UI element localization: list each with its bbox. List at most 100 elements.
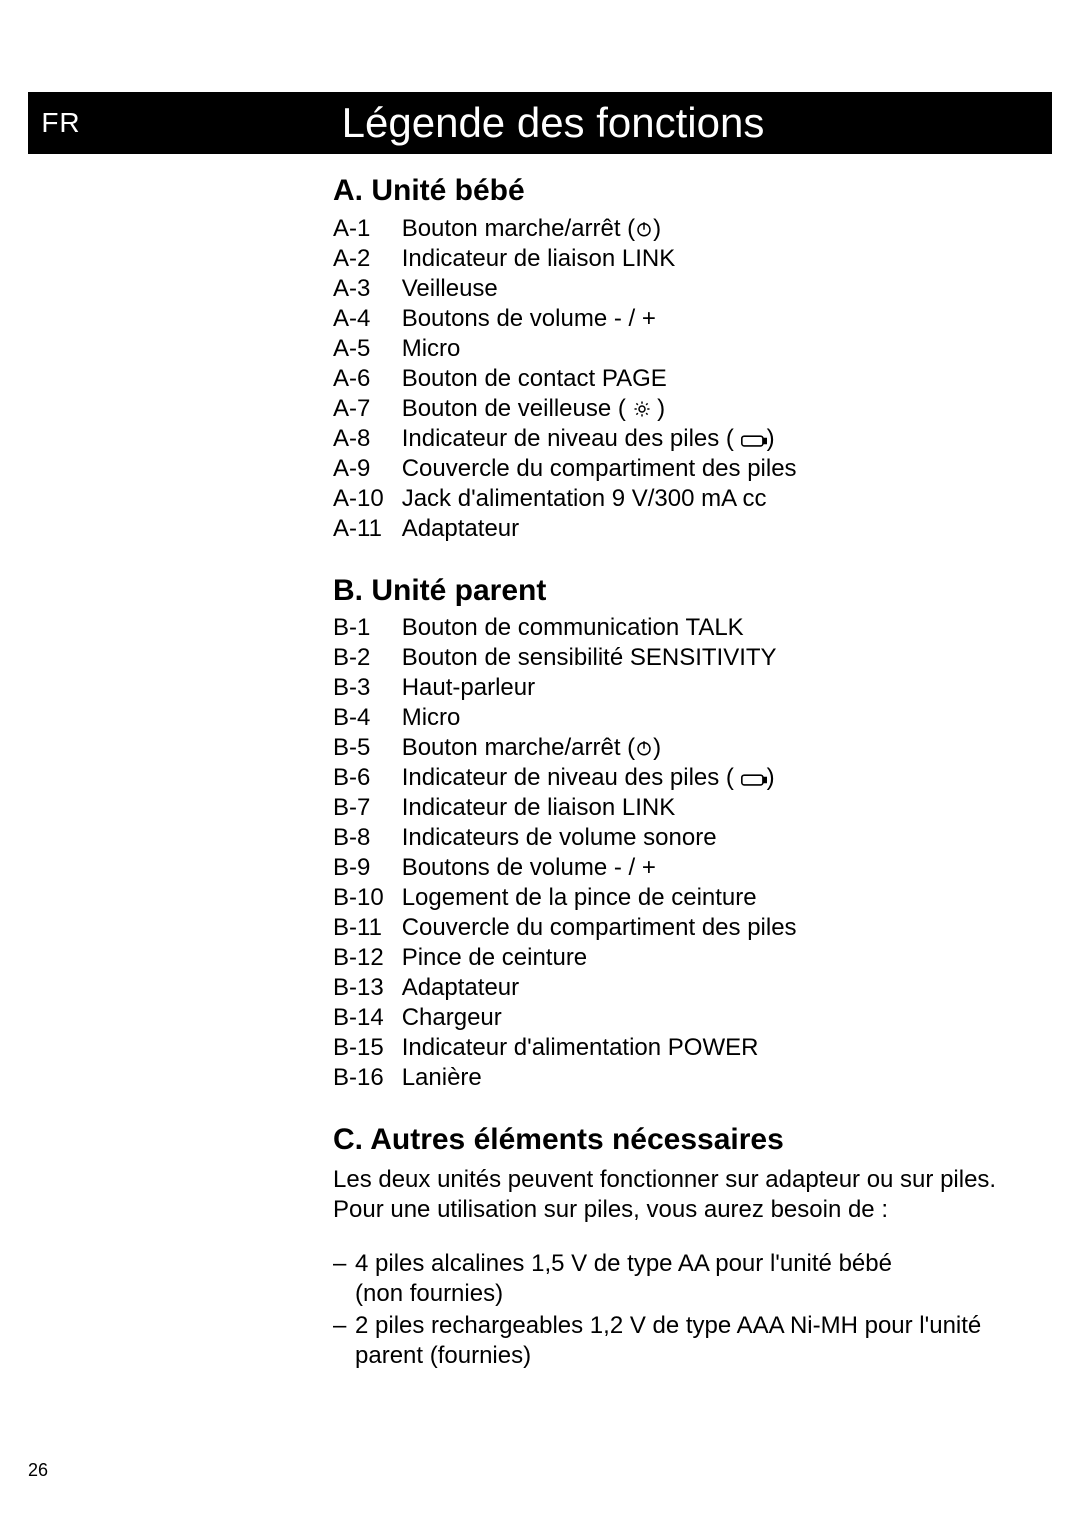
item-code: A-1 bbox=[333, 214, 402, 244]
list-item: B-5Bouton marche/arrêt () bbox=[333, 733, 797, 763]
item-code: B-2 bbox=[333, 643, 402, 673]
item-label: Bouton de contact PAGE bbox=[402, 364, 797, 394]
item-label: Bouton marche/arrêt () bbox=[402, 214, 797, 244]
item-code: A-11 bbox=[333, 514, 402, 544]
power-icon bbox=[635, 734, 653, 761]
section-a-list: A-1Bouton marche/arrêt ()A-2Indicateur d… bbox=[333, 214, 797, 544]
item-label: Micro bbox=[402, 703, 797, 733]
item-code: B-9 bbox=[333, 853, 402, 883]
list-item: B-4Micro bbox=[333, 703, 797, 733]
list-item: B-6Indicateur de niveau des piles ( ) bbox=[333, 763, 797, 793]
bullet-dash: – bbox=[333, 1311, 355, 1371]
item-code: B-4 bbox=[333, 703, 402, 733]
item-code: A-6 bbox=[333, 364, 402, 394]
list-item: B-9Boutons de volume - / + bbox=[333, 853, 797, 883]
list-item: B-7Indicateur de liaison LINK bbox=[333, 793, 797, 823]
item-label: Logement de la pince de ceinture bbox=[402, 883, 797, 913]
item-code: B-15 bbox=[333, 1033, 402, 1063]
item-code: A-9 bbox=[333, 454, 402, 484]
page-title: Légende des fonctions bbox=[94, 92, 1052, 154]
list-item: A-7Bouton de veilleuse ( ) bbox=[333, 394, 797, 424]
page: FR Légende des fonctions A. Unité bébé A… bbox=[0, 0, 1080, 1529]
item-code: B-3 bbox=[333, 673, 402, 703]
power-icon bbox=[635, 215, 653, 242]
item-code: B-8 bbox=[333, 823, 402, 853]
section-b-heading: B. Unité parent bbox=[333, 572, 1020, 610]
battery-icon bbox=[741, 764, 767, 791]
list-item: B-13Adaptateur bbox=[333, 973, 797, 1003]
list-item: B-12Pince de ceinture bbox=[333, 943, 797, 973]
item-code: A-2 bbox=[333, 244, 402, 274]
list-item: A-3Veilleuse bbox=[333, 274, 797, 304]
item-label: Adaptateur bbox=[402, 973, 797, 1003]
item-code: A-4 bbox=[333, 304, 402, 334]
item-label: Indicateur de liaison LINK bbox=[402, 244, 797, 274]
list-item: A-11Adaptateur bbox=[333, 514, 797, 544]
item-code: A-5 bbox=[333, 334, 402, 364]
item-label: Boutons de volume - / + bbox=[402, 304, 797, 334]
bullet-item: –4 piles alcalines 1,5 V de type AA pour… bbox=[333, 1249, 1020, 1309]
list-item: B-15Indicateur d'alimentation POWER bbox=[333, 1033, 797, 1063]
page-number: 26 bbox=[28, 1460, 48, 1481]
item-code: B-11 bbox=[333, 913, 402, 943]
list-item: A-8Indicateur de niveau des piles ( ) bbox=[333, 424, 797, 454]
light-icon bbox=[633, 395, 651, 422]
item-code: B-13 bbox=[333, 973, 402, 1003]
list-item: B-1Bouton de communication TALK bbox=[333, 613, 797, 643]
list-item: B-3Haut-parleur bbox=[333, 673, 797, 703]
list-item: A-5Micro bbox=[333, 334, 797, 364]
item-label: Indicateur d'alimentation POWER bbox=[402, 1033, 797, 1063]
item-code: B-10 bbox=[333, 883, 402, 913]
item-label: Veilleuse bbox=[402, 274, 797, 304]
item-label: Bouton de communication TALK bbox=[402, 613, 797, 643]
item-code: A-10 bbox=[333, 484, 402, 514]
list-item: B-10Logement de la pince de ceinture bbox=[333, 883, 797, 913]
item-label: Bouton de veilleuse ( ) bbox=[402, 394, 797, 424]
item-code: B-16 bbox=[333, 1063, 402, 1093]
list-item: A-4Boutons de volume - / + bbox=[333, 304, 797, 334]
item-label: Couvercle du compartiment des piles bbox=[402, 913, 797, 943]
list-item: B-8Indicateurs de volume sonore bbox=[333, 823, 797, 853]
item-code: B-14 bbox=[333, 1003, 402, 1033]
bullet-text: 2 piles rechargeables 1,2 V de type AAA … bbox=[355, 1311, 1020, 1371]
list-item: A-10Jack d'alimentation 9 V/300 mA cc bbox=[333, 484, 797, 514]
list-item: A-9Couvercle du compartiment des piles bbox=[333, 454, 797, 484]
language-badge: FR bbox=[28, 92, 94, 154]
item-code: A-3 bbox=[333, 274, 402, 304]
item-label: Lanière bbox=[402, 1063, 797, 1093]
list-item: A-2Indicateur de liaison LINK bbox=[333, 244, 797, 274]
item-label: Indicateurs de volume sonore bbox=[402, 823, 797, 853]
item-code: A-8 bbox=[333, 424, 402, 454]
item-label: Boutons de volume - / + bbox=[402, 853, 797, 883]
item-code: B-7 bbox=[333, 793, 402, 823]
section-c-bullets: –4 piles alcalines 1,5 V de type AA pour… bbox=[333, 1249, 1020, 1371]
item-code: B-6 bbox=[333, 763, 402, 793]
section-c-intro: Les deux unités peuvent fonctionner sur … bbox=[333, 1165, 1020, 1225]
section-a-heading: A. Unité bébé bbox=[333, 172, 1020, 210]
bullet-text: 4 piles alcalines 1,5 V de type AA pour … bbox=[355, 1249, 1020, 1309]
section-c-heading: C. Autres éléments nécessaires bbox=[333, 1121, 1020, 1159]
item-code: B-5 bbox=[333, 733, 402, 763]
list-item: A-6Bouton de contact PAGE bbox=[333, 364, 797, 394]
list-item: B-14Chargeur bbox=[333, 1003, 797, 1033]
item-code: B-12 bbox=[333, 943, 402, 973]
list-item: B-11Couvercle du compartiment des piles bbox=[333, 913, 797, 943]
item-label: Haut-parleur bbox=[402, 673, 797, 703]
list-item: B-16Lanière bbox=[333, 1063, 797, 1093]
bullet-dash: – bbox=[333, 1249, 355, 1309]
item-label: Bouton de sensibilité SENSITIVITY bbox=[402, 643, 797, 673]
title-bar: FR Légende des fonctions bbox=[28, 92, 1052, 154]
item-label: Indicateur de liaison LINK bbox=[402, 793, 797, 823]
item-label: Bouton marche/arrêt () bbox=[402, 733, 797, 763]
item-label: Chargeur bbox=[402, 1003, 797, 1033]
item-label: Adaptateur bbox=[402, 514, 797, 544]
item-code: B-1 bbox=[333, 613, 402, 643]
section-b-list: B-1Bouton de communication TALKB-2Bouton… bbox=[333, 613, 797, 1093]
bullet-item: –2 piles rechargeables 1,2 V de type AAA… bbox=[333, 1311, 1020, 1371]
item-label: Couvercle du compartiment des piles bbox=[402, 454, 797, 484]
item-label: Indicateur de niveau des piles ( ) bbox=[402, 763, 797, 793]
item-label: Jack d'alimentation 9 V/300 mA cc bbox=[402, 484, 797, 514]
item-label: Micro bbox=[402, 334, 797, 364]
content: A. Unité bébé A-1Bouton marche/arrêt ()A… bbox=[333, 172, 1020, 1371]
item-label: Pince de ceinture bbox=[402, 943, 797, 973]
